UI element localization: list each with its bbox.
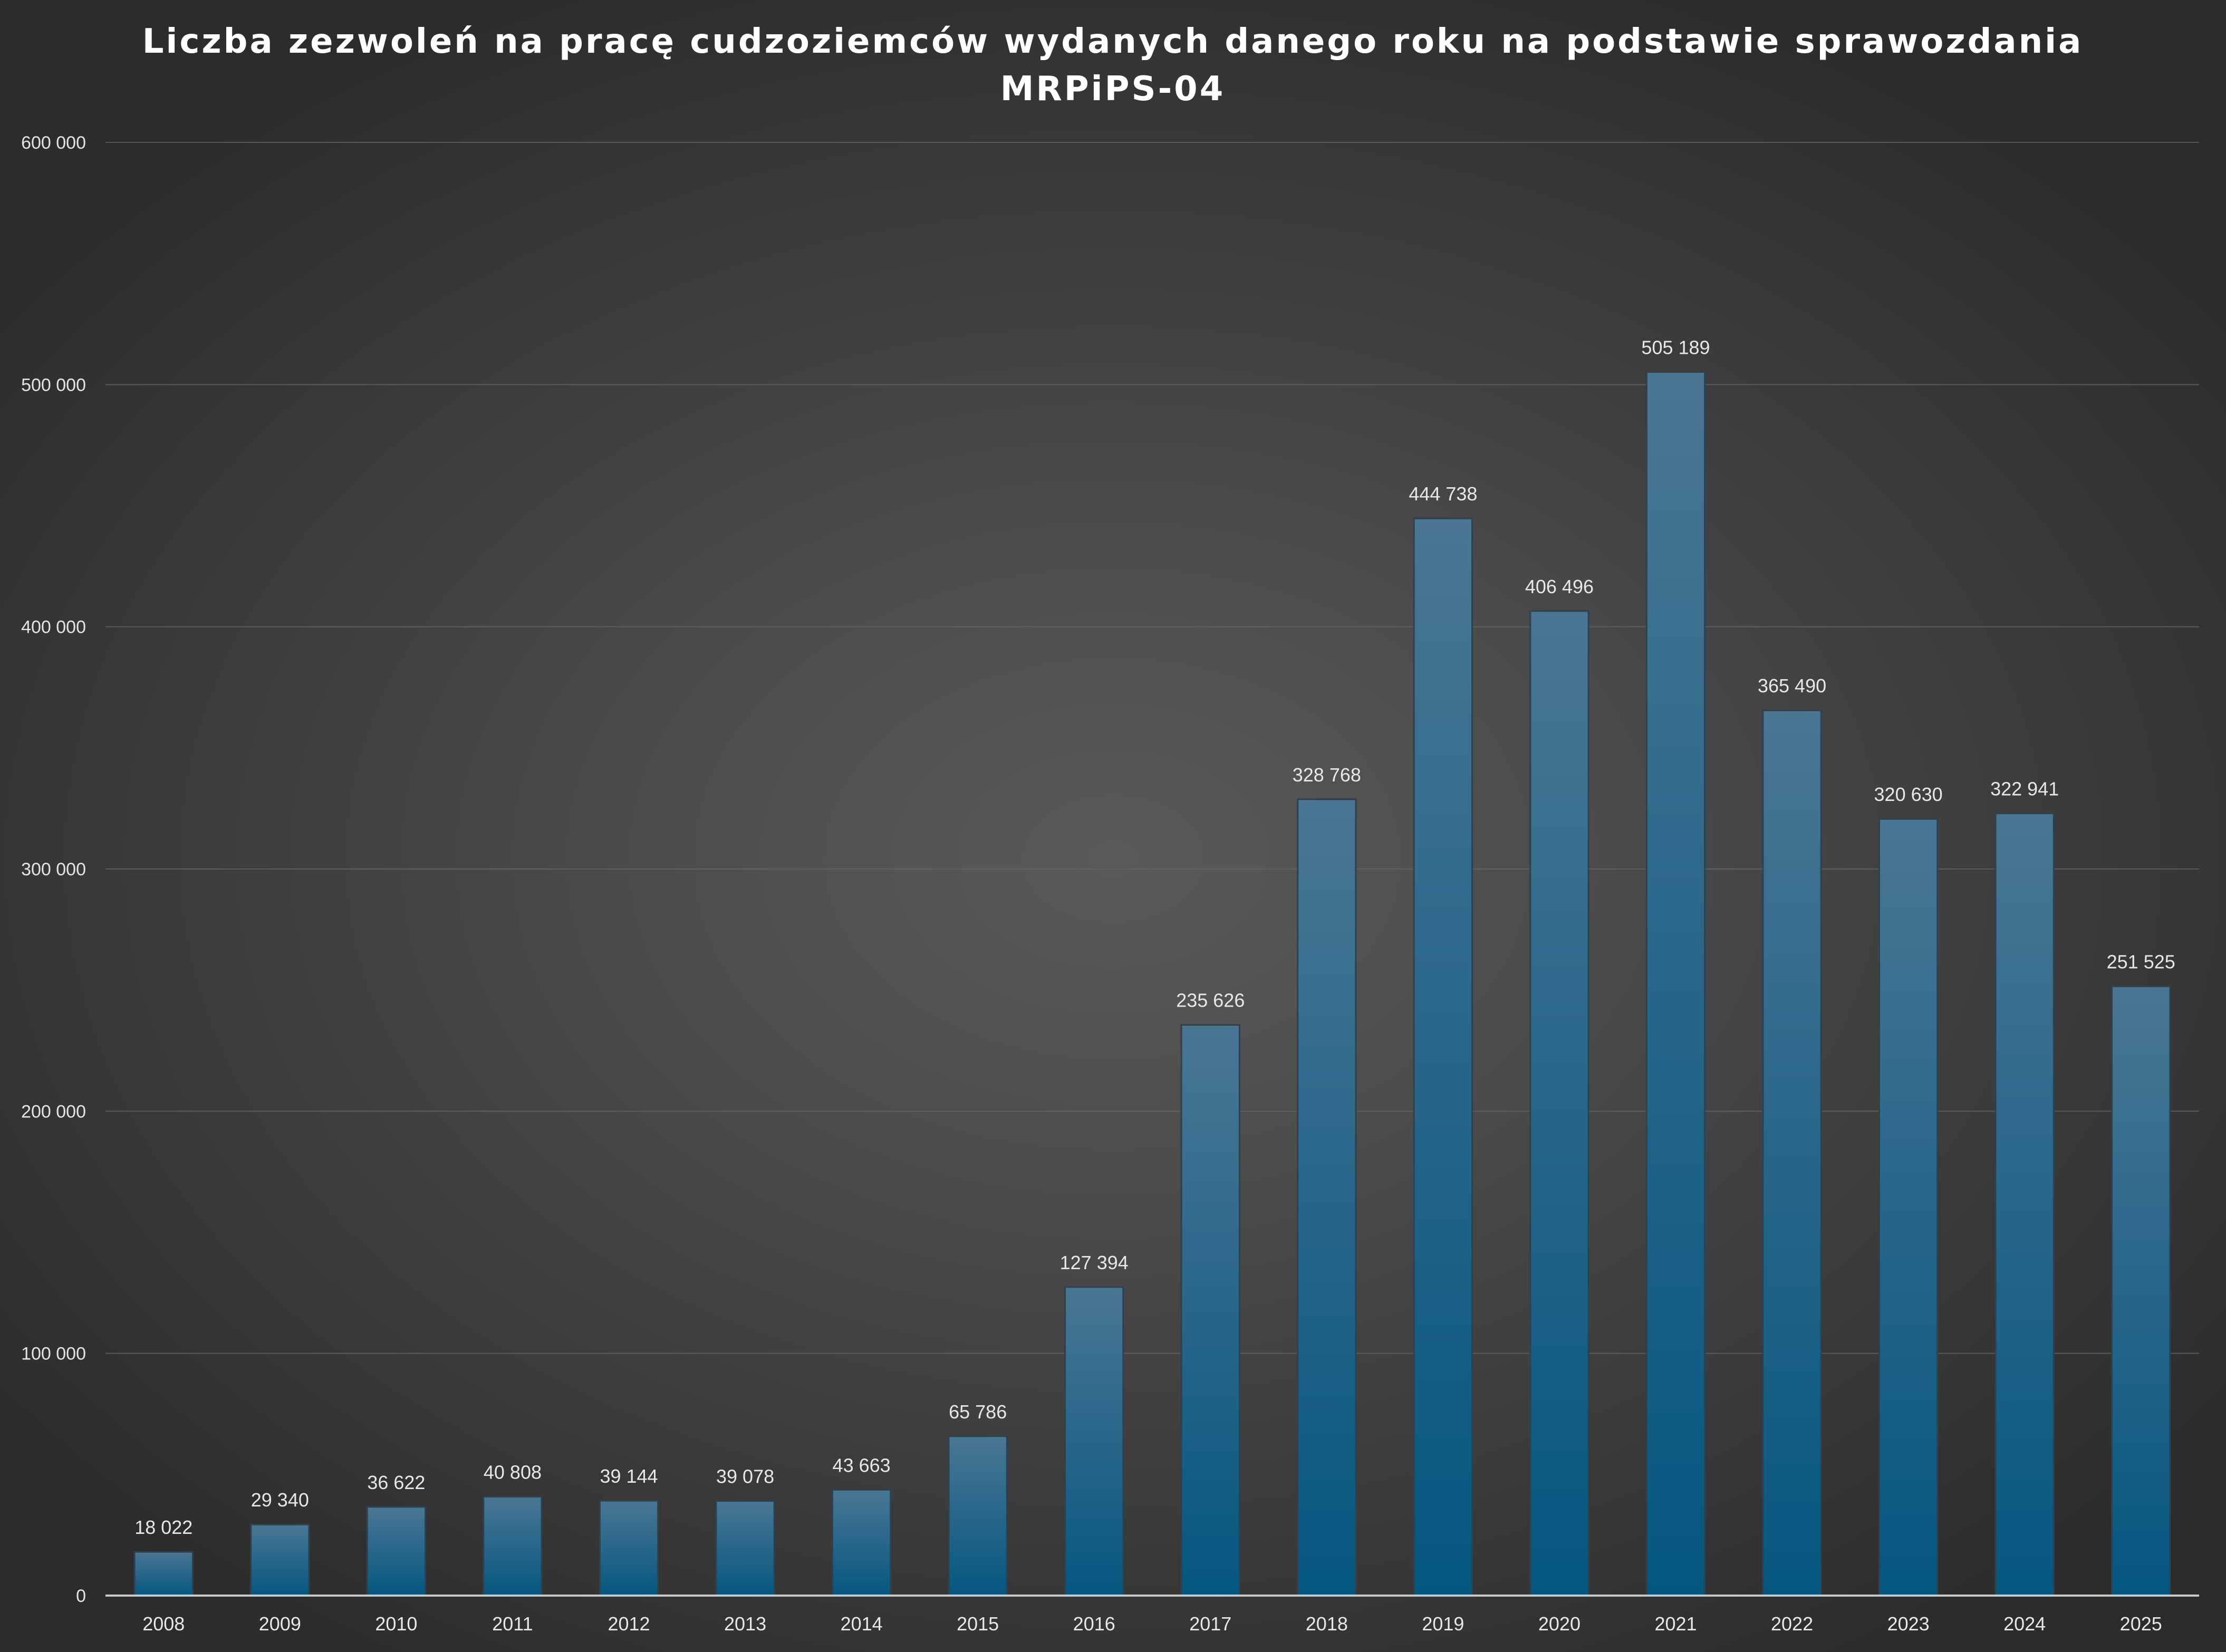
y-tick-label: 200 000 [21, 1102, 86, 1122]
bar-2008 [133, 1551, 194, 1597]
bar-2010 [366, 1506, 427, 1597]
x-tick-label-2015: 2015 [957, 1613, 999, 1635]
bar-2015 [948, 1435, 1008, 1597]
bars [133, 371, 2171, 1597]
data-label-2016: 127 394 [1060, 1252, 1129, 1273]
bar-2011 [483, 1496, 543, 1597]
data-label-2008: 18 022 [134, 1516, 192, 1538]
data-label-2024: 322 941 [1990, 778, 2059, 800]
data-label-2018: 328 768 [1293, 764, 1361, 786]
x-tick-label-2009: 2009 [259, 1613, 301, 1635]
bar-2014 [831, 1489, 892, 1597]
data-label-2017: 235 626 [1176, 990, 1245, 1011]
x-tick-label-2019: 2019 [1422, 1613, 1464, 1635]
bar-2012 [599, 1500, 659, 1597]
x-tick-label-2011: 2011 [492, 1613, 533, 1635]
bar-2018 [1297, 798, 1357, 1597]
x-tick-label-2008: 2008 [142, 1613, 185, 1635]
x-tick-label-2012: 2012 [608, 1613, 650, 1635]
chart-title-line-2: MRPiPS-04 [1000, 70, 1225, 109]
data-label-2020: 406 496 [1525, 576, 1594, 597]
x-tick-label-2020: 2020 [1538, 1613, 1581, 1635]
data-label-2019: 444 738 [1409, 483, 1477, 505]
bar-2020 [1529, 610, 1589, 1597]
bar-2023 [1878, 818, 1939, 1597]
y-tick-label: 600 000 [21, 133, 86, 153]
x-tick-label-2017: 2017 [1189, 1613, 1231, 1635]
bar-2021 [1645, 371, 1706, 1597]
x-tick-label-2010: 2010 [375, 1613, 417, 1635]
bar-2016 [1064, 1286, 1124, 1597]
data-label-2010: 36 622 [367, 1472, 425, 1493]
y-axis-tick-labels: 0 100 000 200 000 300 000 400 000 500 000 600 … [21, 133, 86, 1606]
x-tick-label-2023: 2023 [1887, 1613, 1930, 1635]
bar-2025 [2111, 986, 2171, 1597]
x-tick-label-2025: 2025 [2120, 1613, 2162, 1635]
y-tick-label: 500 000 [21, 375, 86, 395]
bar-2019 [1413, 517, 1473, 1597]
chart-title-line-1: Liczba zezwoleń na pracę cudzoziemców wy… [142, 22, 2084, 61]
y-tick-label: 100 000 [21, 1344, 86, 1364]
data-label-2011: 40 808 [484, 1462, 542, 1483]
data-label-2013: 39 078 [716, 1466, 774, 1487]
chart-title: Liczba zezwoleń na pracę cudzoziemców wy… [142, 22, 2084, 109]
y-tick-label: 400 000 [21, 617, 86, 637]
y-tick-label: 0 [76, 1586, 86, 1606]
data-label-2015: 65 786 [949, 1401, 1007, 1423]
data-labels: 18 022 29 340 36 622 40 808 39 144 39 078 43 6… [134, 336, 2175, 1538]
bar-2017 [1180, 1024, 1240, 1597]
bar-2013 [715, 1500, 775, 1597]
data-label-2014: 43 663 [833, 1454, 891, 1476]
bar-2024 [1994, 813, 2055, 1597]
x-axis-tick-labels: 2008 2009 2010 2011 2012 2013 2014 2015 2016 2017… [142, 1613, 2162, 1635]
x-tick-label-2014: 2014 [841, 1613, 883, 1635]
y-tick-label: 300 000 [21, 859, 86, 880]
data-label-2023: 320 630 [1874, 784, 1943, 805]
x-tick-label-2021: 2021 [1654, 1613, 1697, 1635]
data-label-2021: 505 189 [1641, 336, 1710, 358]
x-tick-label-2018: 2018 [1306, 1613, 1348, 1635]
data-label-2009: 29 340 [251, 1489, 309, 1511]
x-tick-label-2022: 2022 [1771, 1613, 1813, 1635]
bar-2009 [250, 1523, 310, 1597]
x-tick-label-2024: 2024 [2003, 1613, 2046, 1635]
data-label-2022: 365 490 [1758, 675, 1826, 697]
bar-2022 [1762, 709, 1822, 1597]
x-tick-label-2013: 2013 [724, 1613, 766, 1635]
x-tick-label-2016: 2016 [1073, 1613, 1115, 1635]
data-label-2025: 251 525 [2107, 951, 2175, 973]
data-label-2012: 39 144 [600, 1465, 658, 1487]
gridlines [105, 142, 2199, 1354]
